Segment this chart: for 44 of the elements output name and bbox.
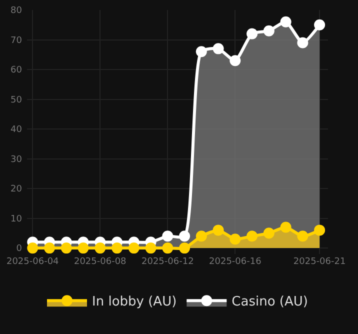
point	[78, 242, 89, 254]
point	[246, 28, 258, 40]
point	[246, 230, 258, 242]
y-tick-label: 60	[10, 66, 22, 76]
point	[94, 242, 106, 254]
point	[297, 230, 308, 242]
x-tick-label: 2025-06-16	[209, 257, 262, 267]
y-tick-label: 10	[10, 214, 22, 224]
y-tick-label: 50	[10, 95, 22, 106]
x-tick-label: 2025-06-04	[6, 257, 60, 267]
point	[314, 19, 326, 30]
point	[196, 46, 207, 58]
point	[60, 242, 72, 254]
y-tick-label: 20	[10, 184, 22, 195]
x-tick-label: 2025-06-21	[293, 257, 346, 267]
point	[314, 224, 326, 236]
x-tick-label: 2025-06-08	[74, 257, 127, 267]
y-tick-label: 30	[10, 154, 22, 165]
legend-label: In lobby (AU)	[92, 294, 177, 310]
point	[280, 222, 292, 233]
point	[196, 230, 207, 242]
legend-label: Casino (AU)	[232, 294, 308, 310]
point	[179, 242, 190, 254]
x-tick-label: 2025-06-12	[141, 257, 194, 267]
y-tick-label: 70	[10, 36, 22, 46]
point	[162, 230, 174, 242]
point	[280, 16, 292, 28]
y-tick-label: 80	[10, 6, 22, 16]
point	[212, 43, 224, 54]
y-tick-label: 40	[10, 125, 22, 136]
point	[263, 25, 274, 36]
point	[212, 224, 224, 236]
point	[27, 242, 38, 254]
point	[44, 242, 55, 254]
point	[230, 55, 241, 66]
point	[162, 242, 174, 254]
point	[297, 37, 308, 48]
point	[112, 242, 123, 254]
point	[145, 242, 156, 254]
point	[263, 228, 274, 239]
point	[179, 230, 190, 242]
point	[230, 234, 241, 245]
y-tick-label: 0	[16, 244, 22, 254]
point	[128, 242, 140, 254]
